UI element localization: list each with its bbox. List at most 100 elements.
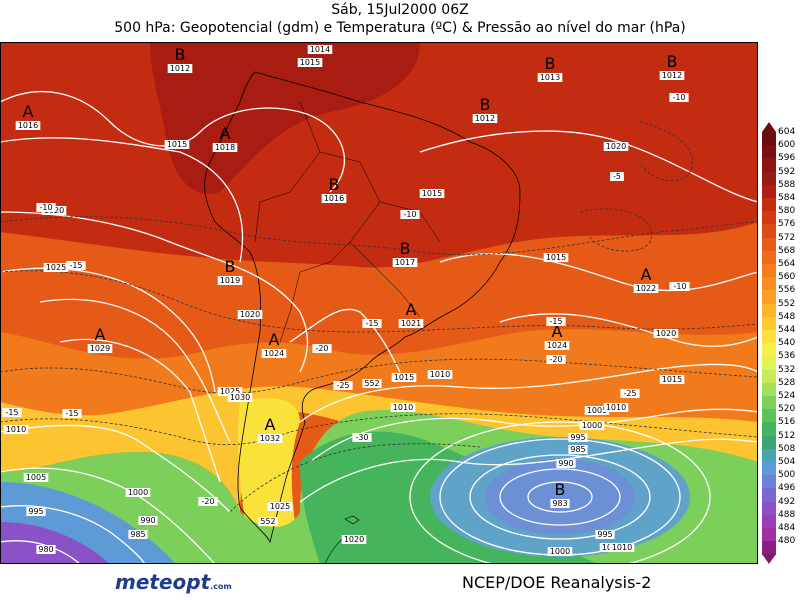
colorbar-swatch	[762, 171, 776, 186]
low-pressure-marker: B	[667, 52, 678, 71]
pressure-center-value-box	[659, 71, 685, 80]
pressure-center-value-box	[537, 73, 563, 82]
isotherm-label-box	[400, 210, 420, 219]
isobar-label-box	[427, 370, 453, 379]
colorbar-swatch	[762, 396, 776, 410]
low-pressure-marker: B	[225, 257, 236, 276]
pressure-center-value: 1012	[662, 71, 682, 80]
isobar-label: 985	[130, 530, 145, 539]
high-pressure-marker: A	[269, 330, 280, 349]
isotherm-label: -20	[315, 344, 328, 353]
pressure-center-value: 1022	[636, 284, 656, 293]
high-pressure-marker: A	[552, 322, 563, 341]
isobar-label-box	[568, 445, 588, 454]
isotherm-label-box	[198, 497, 218, 506]
colorbar-top-arrow	[762, 122, 776, 132]
pressure-center-value-box	[321, 194, 347, 203]
colorbar-label: 532	[778, 364, 796, 375]
colorbar-label: 580	[778, 206, 796, 217]
isobar-label-box	[3, 425, 29, 434]
isotherm-label-box	[620, 389, 640, 398]
isotherm-label-box	[546, 317, 566, 326]
low-pressure-marker: B	[545, 54, 556, 73]
map-frame	[0, 42, 758, 564]
isotherm-label: -10	[672, 93, 685, 102]
colorbar-label: 604	[778, 127, 796, 137]
isobar-label: 1015	[422, 189, 442, 198]
colorbar-swatch	[762, 264, 776, 278]
pressure-center-value: 1012	[475, 114, 495, 123]
colorbar-label: 544	[778, 325, 796, 335]
colorbar-label: 564	[778, 259, 796, 269]
meteopt-logo: meteopt.com	[115, 570, 232, 594]
pressure-center-value-box	[633, 284, 659, 293]
isobar-label-box	[36, 545, 56, 554]
colorbar-label: 480	[778, 536, 796, 547]
colorbar-label: 520	[778, 404, 796, 415]
pressure-center-value-box	[212, 143, 238, 152]
pressure-center-value-box	[261, 349, 287, 358]
colorbar-label: 488	[778, 509, 796, 520]
isotherm-label: -10	[673, 282, 686, 291]
isotherm-label-box	[312, 344, 332, 353]
country-borders	[254, 101, 441, 343]
colorbar-swatch	[762, 145, 776, 159]
pressure-center-value: 1019	[220, 276, 240, 285]
colorbar-label: 596	[778, 153, 796, 164]
colorbar-swatch	[762, 382, 776, 397]
colorbar-label: 572	[778, 232, 796, 243]
low-pressure-marker: B	[480, 95, 491, 114]
colorbar-label: 504	[778, 457, 796, 467]
colorbar-swatch	[762, 132, 776, 146]
pressure-center-value-box	[392, 258, 418, 267]
high-pressure-marker: A	[95, 325, 106, 344]
isotherm-label: -5	[613, 172, 621, 181]
isobar-label-box	[138, 516, 158, 525]
isobar-label: 1015	[167, 140, 187, 149]
isobar-label-box	[164, 140, 190, 149]
isotherm-label-box	[546, 355, 566, 364]
colorbar-swatch	[762, 541, 776, 555]
isobar-label-box	[556, 459, 576, 468]
colorbar-label: 584	[778, 193, 796, 203]
data-source-credit: NCEP/DOE Reanalysis-2	[462, 573, 652, 592]
colorbar-bottom-arrow	[762, 554, 776, 565]
isobar-label-box	[609, 543, 635, 552]
pressure-center-value: 1029	[90, 344, 110, 353]
isotherm-label: -20	[549, 355, 562, 364]
isobar-label: 1010	[6, 425, 26, 434]
colorbar-label: 576	[778, 219, 796, 230]
isotherm-label: -15	[5, 408, 18, 417]
isotherm-label: -15	[549, 317, 562, 326]
colorbar-label: 568	[778, 245, 796, 256]
colorbar-swatch	[762, 158, 776, 173]
colorbar-label: 496	[778, 483, 796, 494]
isotherm-label-box	[669, 93, 689, 102]
isobar-label: 1030	[230, 393, 250, 402]
pressure-center-value: 1016	[18, 121, 38, 130]
colorbar-swatch	[762, 528, 776, 542]
colorbar-swatch	[762, 277, 776, 291]
colorbar-swatch	[762, 250, 776, 265]
colorbar-label: 492	[778, 496, 796, 507]
colorbar-swatch	[762, 290, 776, 305]
isotherm-label: -10	[403, 210, 416, 219]
isotherm-label-box	[36, 203, 56, 212]
isobar-label-box	[547, 547, 573, 556]
colorbar-label: 556	[778, 285, 796, 296]
colorbar-swatch	[762, 330, 776, 344]
colorbar-swatch	[762, 448, 776, 463]
pressure-center-value-box	[15, 121, 41, 130]
colorbar-label: 484	[778, 523, 796, 533]
isobar-label-box	[227, 393, 253, 402]
geopotential-label-box	[362, 379, 382, 388]
isobar-label-box	[125, 488, 151, 497]
pressure-center-value: 1024	[264, 349, 284, 358]
colorbar-swatch	[762, 435, 776, 450]
isobar-label-box	[579, 421, 605, 430]
isobar-label: 990	[140, 516, 155, 525]
isobar-label: 995	[597, 530, 612, 539]
low-pressure-marker: B	[400, 239, 411, 258]
isobar-label-box	[390, 403, 416, 412]
